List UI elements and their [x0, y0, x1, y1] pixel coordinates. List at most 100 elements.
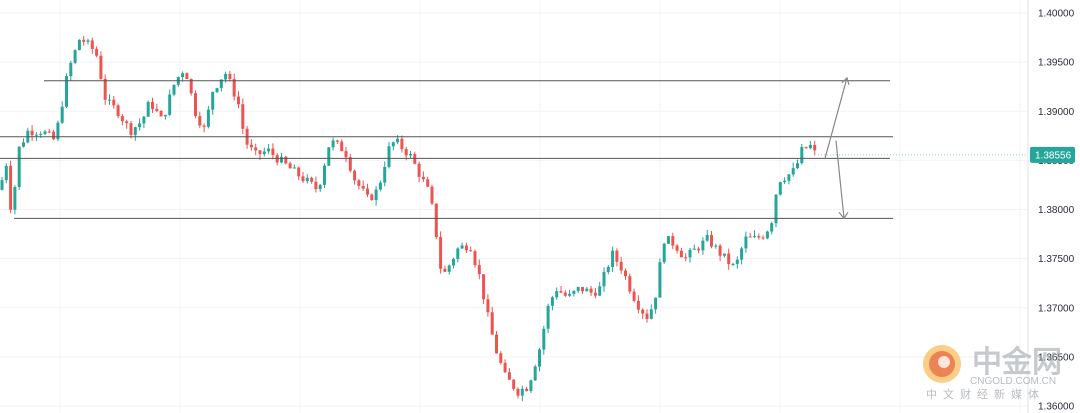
candle-up: [791, 168, 795, 175]
candle-down: [632, 291, 636, 301]
candle-down: [30, 130, 34, 136]
candle-up: [753, 236, 756, 238]
candle-up: [13, 186, 17, 210]
arrow-down-line: [835, 140, 845, 219]
grid: [0, 0, 1028, 413]
candle-up: [331, 140, 335, 148]
candle-up: [396, 138, 400, 143]
candle-up: [787, 174, 791, 181]
candle-down: [297, 167, 301, 177]
candle-down: [645, 313, 649, 319]
candle-up: [598, 286, 602, 296]
candle-up: [542, 328, 546, 350]
candle-down: [249, 144, 253, 148]
candle-up: [34, 134, 38, 136]
candle-down: [559, 291, 563, 293]
candle-down: [443, 268, 447, 272]
candle-up: [378, 182, 382, 190]
candle-up: [133, 127, 137, 135]
candle-down: [671, 236, 675, 246]
candle-down: [301, 176, 305, 182]
candle-up: [611, 250, 615, 267]
candle-down: [615, 250, 619, 262]
candle-down: [499, 353, 503, 363]
price-axis[interactable]: 1.400001.395001.390001.385001.380001.375…: [1027, 0, 1075, 413]
candle-up: [181, 73, 185, 78]
candle-down: [426, 179, 430, 187]
candle-up: [142, 116, 146, 124]
horizontal-levels[interactable]: [0, 80, 1028, 219]
candle-down: [581, 287, 584, 292]
candle-down: [198, 116, 202, 126]
candle-up: [533, 366, 537, 381]
candle-up: [323, 165, 326, 185]
candle-up: [206, 109, 210, 127]
candle-up: [108, 99, 111, 101]
candle-down: [589, 288, 593, 293]
current-price-tag: [1030, 146, 1075, 163]
candle-down: [679, 250, 683, 258]
candle-up: [460, 245, 464, 249]
candle-down: [232, 79, 236, 97]
candle-up: [774, 194, 778, 224]
candle-up: [705, 235, 709, 241]
candle-up: [572, 290, 576, 294]
candle-down: [641, 309, 645, 314]
candle-down: [194, 93, 197, 117]
candle-down: [357, 180, 361, 186]
candle-down: [344, 151, 348, 158]
candle-up: [456, 248, 460, 259]
y-tick-label: 1.37000: [1038, 303, 1075, 314]
candle-down: [271, 148, 275, 156]
candle-up: [658, 262, 662, 298]
candle-up: [796, 163, 799, 169]
candle-down: [400, 138, 404, 150]
candle-up: [224, 73, 228, 80]
candle-up: [318, 184, 322, 190]
candle-down: [469, 250, 473, 252]
candle-up: [538, 349, 541, 367]
candle-down: [761, 237, 765, 239]
candle-up: [262, 151, 266, 155]
candle-down: [619, 261, 623, 271]
candle-up: [714, 245, 718, 247]
candle-down: [237, 96, 240, 105]
candle-down: [284, 156, 288, 164]
candle-up: [654, 297, 658, 310]
candle-down: [710, 235, 713, 247]
candle-up: [163, 114, 167, 117]
candle-down: [430, 186, 434, 204]
scenario-arrows[interactable]: [824, 76, 850, 220]
candle-up: [65, 76, 68, 107]
candle-down: [353, 170, 357, 181]
candle-down: [258, 150, 262, 155]
candle-up: [783, 180, 787, 183]
candle-up: [168, 94, 172, 115]
candle-up: [546, 305, 550, 329]
candle-up: [778, 182, 782, 195]
current-price-label: 1.38556: [1035, 150, 1072, 161]
candle-down: [525, 388, 529, 392]
candle-down: [370, 194, 374, 201]
candle-down: [473, 251, 477, 266]
candle-up: [692, 248, 696, 250]
candle-up: [744, 236, 748, 249]
candle-up: [374, 189, 378, 201]
candle-down: [103, 78, 107, 100]
candle-down: [310, 177, 314, 182]
candle-up: [576, 287, 580, 291]
watermark-brand: 中金网: [972, 345, 1062, 380]
candle-down: [228, 73, 232, 80]
candle-up: [550, 297, 554, 306]
candle-up: [39, 133, 43, 135]
candle-down: [486, 299, 490, 313]
candle-up: [387, 146, 391, 167]
candle-down: [112, 99, 116, 106]
candle-down: [151, 101, 154, 109]
candle-down: [512, 379, 516, 389]
candle-up: [740, 248, 744, 260]
candle-up: [4, 165, 8, 181]
candle-down: [404, 149, 408, 156]
